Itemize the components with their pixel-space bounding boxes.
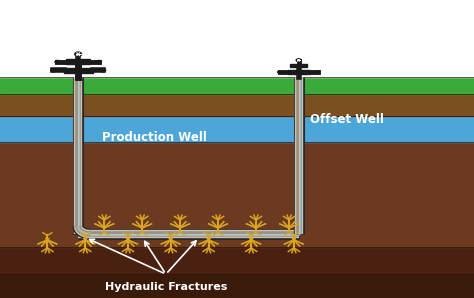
Circle shape <box>97 60 101 63</box>
Bar <box>0 77 474 94</box>
Circle shape <box>75 52 82 56</box>
Bar <box>64 68 92 73</box>
Text: Hydraulic Fractures: Hydraulic Fractures <box>105 282 227 292</box>
Circle shape <box>100 69 106 72</box>
Bar <box>0 142 474 247</box>
Bar <box>288 70 310 74</box>
Bar <box>0 116 474 142</box>
Circle shape <box>55 60 60 63</box>
Bar <box>290 64 307 67</box>
Bar <box>0 0 474 77</box>
Text: Offset Well: Offset Well <box>310 113 384 126</box>
Bar <box>66 60 90 64</box>
Text: Production Well: Production Well <box>102 131 207 144</box>
Bar <box>0 274 474 298</box>
Circle shape <box>278 71 282 73</box>
Circle shape <box>51 69 56 72</box>
Bar <box>0 247 474 274</box>
Bar <box>0 94 474 116</box>
Circle shape <box>296 59 301 62</box>
Circle shape <box>316 71 319 73</box>
